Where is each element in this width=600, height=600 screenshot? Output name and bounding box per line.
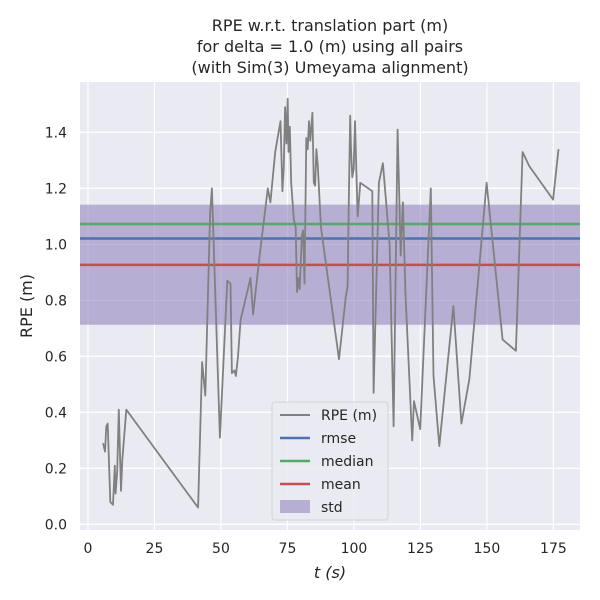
y-axis-label: RPE (m) (17, 274, 36, 338)
y-tick-label: 1.2 (45, 181, 67, 197)
y-tick-label: 0.6 (45, 349, 67, 365)
x-tick-label: 125 (407, 541, 434, 557)
x-tick-label: 150 (474, 541, 501, 557)
y-tick-label: 0.8 (45, 293, 67, 309)
x-tick-label: 0 (84, 541, 93, 557)
x-axis-label: t (s) (314, 563, 346, 582)
x-tick-label: 175 (540, 541, 567, 557)
legend-std-label: std (321, 500, 343, 516)
x-tick-label: 75 (279, 541, 297, 557)
y-tick-label: 0.2 (45, 461, 67, 477)
y-tick-label: 0.0 (45, 517, 67, 533)
chart-title-line-1: RPE w.r.t. translation part (m) (212, 16, 448, 35)
legend-mean-label: mean (321, 477, 361, 493)
legend-median-label: median (321, 454, 373, 470)
y-tick-label: 0.4 (45, 405, 67, 421)
y-tick-label: 1.4 (45, 125, 67, 141)
rpe-series-line (102, 97, 560, 509)
chart-title-line-3: (with Sim(3) Umeyama alignment) (191, 58, 468, 77)
x-tick-label: 100 (341, 541, 368, 557)
legend-box (271, 401, 389, 521)
legend-rpe-label: RPE (m) (321, 408, 377, 424)
x-tick-label: 50 (212, 541, 230, 557)
tick-labels: 0 25 50 75 100 125 150 175 0.0 0.2 0.4 0.6 0.8 1.0 1.2… (45, 125, 567, 557)
legend: RPE (m) rmse median mean std (271, 401, 389, 521)
series-layer (102, 97, 560, 509)
stat-lines-layer (80, 222, 580, 267)
x-tick-label: 25 (146, 541, 164, 557)
chart-title-line-2: for delta = 1.0 (m) using all pairs (197, 37, 463, 56)
legend-rmse-label: rmse (321, 431, 356, 447)
legend-std-swatch (280, 500, 310, 513)
y-tick-label: 1.0 (45, 237, 67, 253)
